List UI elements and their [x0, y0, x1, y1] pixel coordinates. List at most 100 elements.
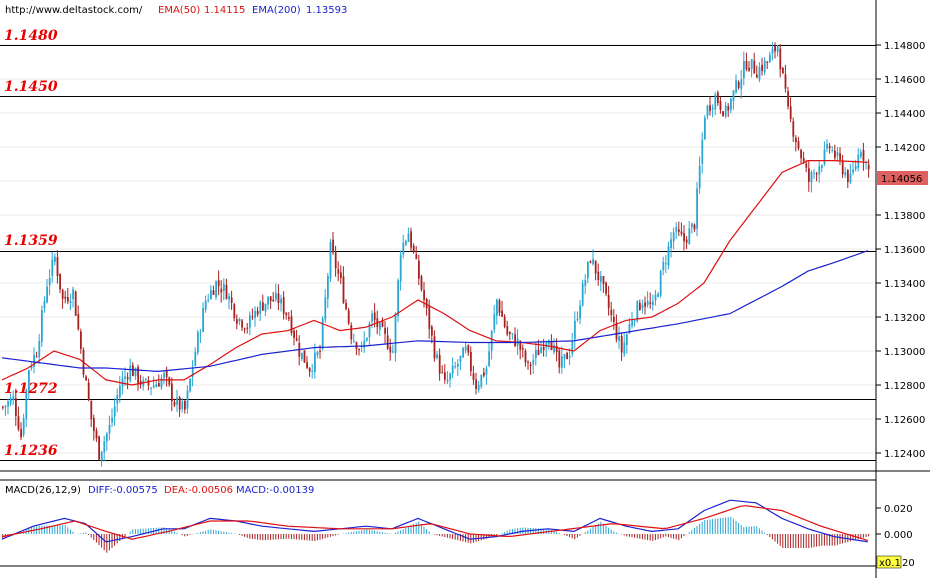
candle-body	[592, 258, 594, 265]
candle-body	[256, 311, 259, 315]
macd-diff-line	[1, 499, 868, 543]
candle-body	[620, 336, 623, 353]
candle-body	[649, 302, 652, 305]
candle-body	[394, 313, 397, 354]
candle-body	[462, 347, 464, 358]
price-tick: 1.14200	[884, 143, 925, 154]
candle-body	[420, 276, 423, 290]
level-label-1272: 1.1272	[4, 381, 58, 397]
grid	[0, 44, 876, 454]
candle-body	[849, 173, 852, 183]
candle-body	[412, 245, 415, 253]
candle-body	[69, 300, 72, 304]
candle-body	[67, 297, 69, 302]
candle-body	[308, 368, 311, 372]
candle-body	[28, 370, 30, 391]
candle-body	[498, 300, 501, 313]
candle-body	[15, 398, 17, 417]
candle-body	[836, 152, 839, 156]
candle-body	[743, 60, 745, 79]
candle-body	[823, 149, 826, 165]
macd-scale-box	[876, 555, 902, 569]
candle-body	[467, 345, 470, 353]
candle-body	[787, 91, 789, 107]
candle-body	[197, 332, 199, 353]
candle-body	[100, 451, 103, 461]
candle-body	[574, 320, 576, 340]
candle-body	[145, 378, 147, 380]
candle-body	[392, 351, 394, 353]
candle-body	[555, 345, 558, 353]
candle-body	[397, 280, 399, 316]
ema200-label: EMA(200)	[252, 5, 301, 16]
candle-body	[701, 139, 704, 164]
candle-body	[85, 376, 87, 381]
candle-body	[446, 379, 449, 382]
candle-body	[441, 372, 444, 374]
candle-body	[847, 170, 849, 183]
candle-body	[342, 276, 345, 303]
level-label-1236: 1.1236	[4, 443, 58, 459]
candle-body	[264, 303, 267, 312]
candle-body	[246, 327, 249, 329]
price-tick: 1.13000	[884, 347, 925, 358]
candle-body	[745, 61, 748, 70]
candle-body	[254, 310, 256, 318]
candle-body	[522, 348, 524, 350]
candle-body	[706, 105, 709, 117]
candle-body	[433, 336, 436, 359]
candle-body	[839, 153, 841, 160]
candle-body	[802, 158, 805, 162]
candle-body	[730, 98, 732, 110]
candle-body	[571, 340, 574, 355]
candle-body	[613, 317, 615, 322]
candle-body	[212, 290, 215, 295]
candle-body	[459, 355, 462, 362]
candle-body	[30, 366, 33, 369]
candle-body	[683, 233, 685, 242]
candle-body	[184, 400, 186, 410]
candle-body	[776, 46, 779, 53]
candle-body	[431, 326, 433, 336]
candle-body	[386, 335, 389, 349]
candle-body	[501, 310, 503, 317]
macd-scale-tail: 20	[902, 558, 915, 569]
candle-body	[740, 79, 743, 90]
ema200-line	[1, 250, 868, 373]
candle-body	[290, 316, 293, 334]
candle-body	[285, 312, 288, 316]
candle-body	[407, 233, 410, 243]
macd-dea-line	[1, 505, 868, 542]
candle-body	[194, 351, 197, 366]
candle-body	[828, 145, 831, 149]
price-tick: 1.14800	[884, 41, 925, 52]
candle-body	[444, 372, 446, 380]
candle-body	[147, 380, 150, 386]
candle-body	[165, 370, 168, 377]
candle-body	[691, 223, 693, 228]
candle-body	[722, 111, 724, 117]
candle-body	[483, 372, 485, 376]
candle-body	[48, 278, 51, 286]
candle-body	[4, 405, 7, 408]
candle-body	[46, 286, 48, 303]
candle-body	[366, 337, 368, 341]
candle-body	[748, 67, 750, 71]
price-tick: 1.13800	[884, 211, 925, 222]
source-url: http://www.deltastock.com/	[5, 5, 143, 16]
candle-body	[90, 400, 93, 420]
candle-body	[602, 276, 605, 285]
candle-body	[332, 239, 334, 253]
candle-body	[711, 107, 714, 110]
candle-body	[758, 67, 761, 80]
candle-body	[795, 137, 797, 143]
candle-body	[709, 105, 711, 112]
candle-body	[797, 140, 800, 149]
candle-body	[680, 231, 683, 234]
candle-body	[854, 165, 857, 170]
candle-body	[548, 340, 550, 345]
candle-body	[293, 330, 295, 338]
candle-body	[509, 332, 511, 334]
